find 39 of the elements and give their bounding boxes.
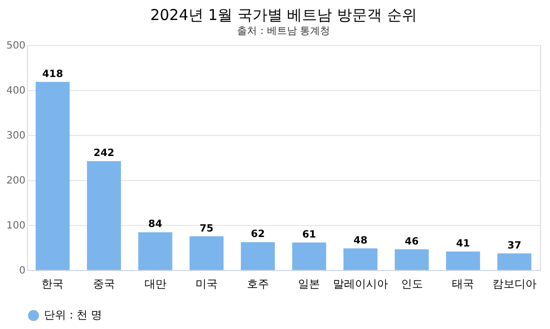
legend-label: 단위 : 천 명 — [44, 308, 102, 322]
data-label: 242 — [94, 148, 114, 160]
data-label: 62 — [250, 229, 265, 240]
bar — [86, 161, 121, 270]
x-tick-label: 인도 — [400, 278, 423, 290]
data-label: 41 — [456, 238, 470, 250]
y-tick-label: 400 — [6, 86, 26, 96]
data-label: 61 — [302, 230, 316, 241]
y-tick-label: 300 — [6, 130, 26, 142]
bar — [446, 252, 480, 270]
x-tick-label: 캄보디아 — [492, 278, 536, 290]
x-tick-label: 한국 — [42, 278, 64, 290]
data-label: 84 — [148, 219, 162, 230]
bar — [343, 248, 378, 270]
data-label: 75 — [200, 223, 214, 234]
x-tick-label: 대만 — [144, 278, 166, 290]
bar — [190, 236, 224, 270]
x-tick-label: 미국 — [196, 278, 218, 290]
data-label: 46 — [404, 236, 419, 248]
x-tick-label: 말레이시아 — [332, 278, 388, 290]
bar — [240, 242, 275, 270]
y-tick-label: 500 — [6, 40, 26, 52]
bar — [394, 249, 429, 270]
x-tick-label: 태국 — [452, 278, 474, 290]
data-label: 48 — [353, 235, 368, 246]
x-tick-label: 호주 — [246, 278, 269, 290]
data-label: 37 — [507, 240, 522, 252]
data-label: 418 — [42, 68, 64, 80]
x-tick-label: 중국 — [92, 278, 115, 290]
chart-subtitle: 출처 : 베트남 통계청 — [237, 26, 330, 37]
bar — [138, 232, 172, 270]
x-tick-label: 일본 — [298, 278, 320, 290]
bar — [36, 82, 70, 270]
y-tick-label: 0 — [19, 266, 26, 276]
y-tick-label: 100 — [6, 220, 26, 232]
y-tick-label: 200 — [6, 176, 26, 186]
bar — [497, 253, 532, 270]
bar — [292, 242, 326, 270]
chart-title: 2024년 1월 국가별 베트남 방문객 순위 — [150, 6, 417, 24]
